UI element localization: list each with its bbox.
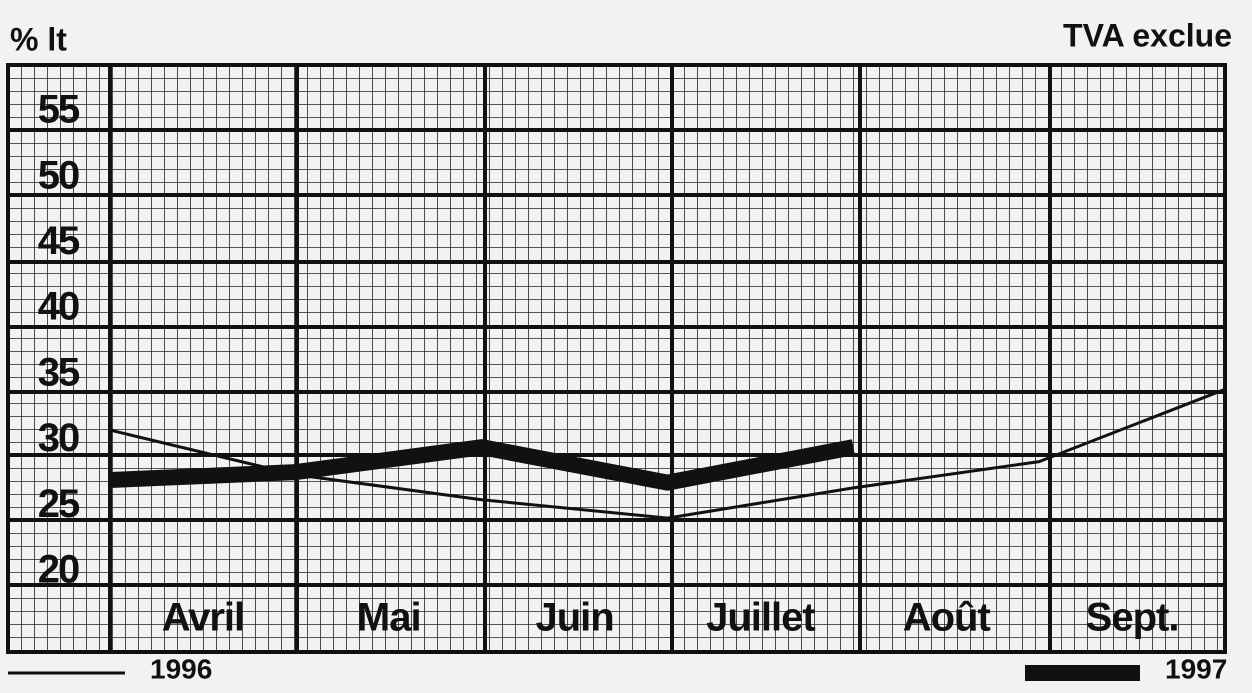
y-tick-label: 20 <box>38 548 79 592</box>
y-tick-label: 35 <box>38 350 80 394</box>
y-tick-label: 50 <box>38 153 79 197</box>
legend-label: 1996 <box>150 653 212 684</box>
x-tick-label: Mai <box>357 596 421 640</box>
x-tick-label: Sept. <box>1086 596 1179 640</box>
series-line <box>109 439 855 491</box>
y-tick-label: 40 <box>38 285 79 329</box>
x-tick-label: Juillet <box>706 596 815 640</box>
y-tick-label: 25 <box>38 482 80 526</box>
legend-label: 1997 <box>1165 653 1227 684</box>
x-tick-label: Juin <box>535 596 613 640</box>
y-tick-label: 55 <box>38 88 80 132</box>
y-tick-label: 45 <box>38 219 80 263</box>
y-axis-label: % lt <box>10 21 67 57</box>
major-grid <box>6 63 1227 654</box>
x-tick-label: Août <box>903 596 991 640</box>
x-tick-label: Avril <box>162 596 244 640</box>
y-tick-label: 30 <box>38 416 79 460</box>
note: TVA exclue <box>1063 17 1232 53</box>
minor-grid <box>8 65 1225 652</box>
